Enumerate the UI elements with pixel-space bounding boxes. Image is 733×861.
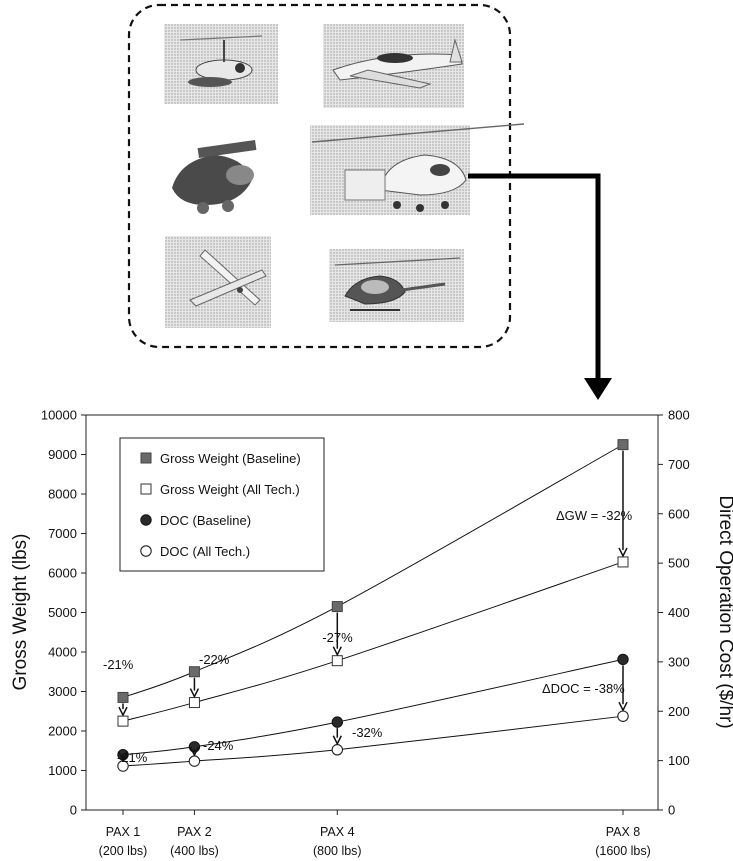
legend-marker (140, 483, 152, 495)
data-point (617, 653, 629, 666)
legend-marker (140, 545, 152, 557)
left-tick-label: 7000 (48, 526, 77, 541)
right-tick-label: 200 (668, 704, 690, 719)
vehicle-image-panel (127, 3, 612, 400)
right-tick-label: 300 (668, 654, 690, 669)
change-arrow-head (118, 751, 128, 762)
change-label: -32% (352, 725, 383, 740)
left-tick-label: 2000 (48, 724, 77, 739)
left-axis: 0 1000 2000 3000 4000 5000 6000 7000 8000 9000 100… (41, 408, 86, 818)
change-label: -24% (203, 738, 234, 753)
data-point (331, 601, 343, 613)
right-tick-label: 800 (668, 408, 690, 423)
right-axis-title: Direct Operation Cost ($/hr) (715, 495, 733, 728)
x-tick-label: PAX 4 (800 lbs) (313, 825, 362, 858)
change-arrow-head (618, 547, 628, 558)
change-arrow-head (189, 688, 200, 699)
small-jet-photo (165, 236, 271, 328)
series-0 (117, 439, 629, 703)
change-arrow-head (332, 646, 342, 657)
ducted-fan-vehicle-render (165, 138, 265, 216)
data-point (331, 744, 344, 756)
change-label: ΔDOC = -38% (542, 681, 625, 696)
legend-symbol (140, 514, 152, 526)
data-point (188, 666, 200, 678)
series-layer (117, 439, 629, 772)
change-arrow-head (189, 746, 200, 757)
connector-arrow (468, 173, 612, 400)
legend-box (119, 437, 325, 572)
right-tick-label: 0 (668, 803, 675, 818)
light-airplane-photo (323, 24, 464, 108)
change-arrow-head (332, 735, 342, 746)
data-point (331, 716, 343, 728)
legend-label: Gross Weight (All Tech.) (160, 482, 300, 497)
data-point (188, 755, 201, 767)
series-line (122, 444, 624, 698)
change-label: -22% (199, 652, 230, 667)
legend: Gross Weight (Baseline) Gross Weight (All… (119, 437, 325, 572)
left-axis-title: Gross Weight (lbs) (10, 534, 31, 691)
right-axis: 0 100 200 300 400 500 600 700 800 (658, 408, 690, 818)
x-tick-label: PAX 1 (200 lbs) (99, 825, 148, 858)
left-tick-label: 3000 (48, 684, 77, 699)
left-tick-label: 9000 (48, 447, 77, 462)
annotations: -21% -22% -27% ΔGW = -32% -21% -24% -32% ΔDOC =… (103, 450, 633, 765)
left-tick-label: 6000 (48, 566, 77, 581)
data-point (617, 439, 629, 451)
change-label: -27% (322, 630, 353, 645)
data-point (117, 691, 129, 703)
change-label: ΔGW = -32% (556, 508, 633, 523)
helicopter-tiltwing-photo (310, 123, 525, 215)
series-line (122, 715, 624, 767)
right-tick-label: 400 (668, 605, 690, 620)
right-tick-label: 100 (668, 753, 690, 768)
change-arrow-head (618, 701, 628, 712)
data-point (188, 697, 200, 709)
x-axis: PAX 1 (200 lbs) PAX 2 (400 lbs) PAX 4 (800 lb… (99, 810, 651, 858)
right-tick-label: 700 (668, 457, 690, 472)
legend-marker (140, 452, 152, 464)
gyroplane-photo (164, 24, 278, 104)
legend-label: Gross Weight (Baseline) (160, 451, 301, 466)
data-point (617, 710, 629, 722)
left-tick-label: 1000 (48, 763, 77, 778)
legend-symbol (140, 452, 152, 464)
right-tick-label: 600 (668, 506, 690, 521)
legend-label: DOC (All Tech.) (160, 544, 250, 559)
change-arrow-head (118, 706, 128, 717)
series-line (122, 561, 624, 722)
change-label: -21% (117, 750, 148, 765)
small-helicopter-photo (329, 249, 464, 322)
x-tick-label: PAX 8 (1600 lbs) (595, 825, 651, 858)
legend-symbol (140, 483, 152, 495)
series-1 (117, 556, 629, 727)
legend-symbol (140, 545, 152, 557)
data-point (617, 556, 629, 568)
left-tick-label: 8000 (48, 487, 77, 502)
legend-marker (140, 514, 152, 526)
right-tick-label: 500 (668, 556, 690, 571)
left-tick-label: 5000 (48, 605, 77, 620)
left-tick-label: 0 (70, 803, 77, 818)
data-point (331, 655, 343, 667)
change-label: -21% (103, 657, 134, 672)
data-point (117, 715, 129, 727)
left-tick-label: 10000 (41, 408, 77, 423)
series-line (122, 658, 624, 756)
legend-label: DOC (Baseline) (160, 513, 251, 528)
left-tick-label: 4000 (48, 645, 77, 660)
x-tick-label: PAX 2 (400 lbs) (170, 825, 219, 858)
